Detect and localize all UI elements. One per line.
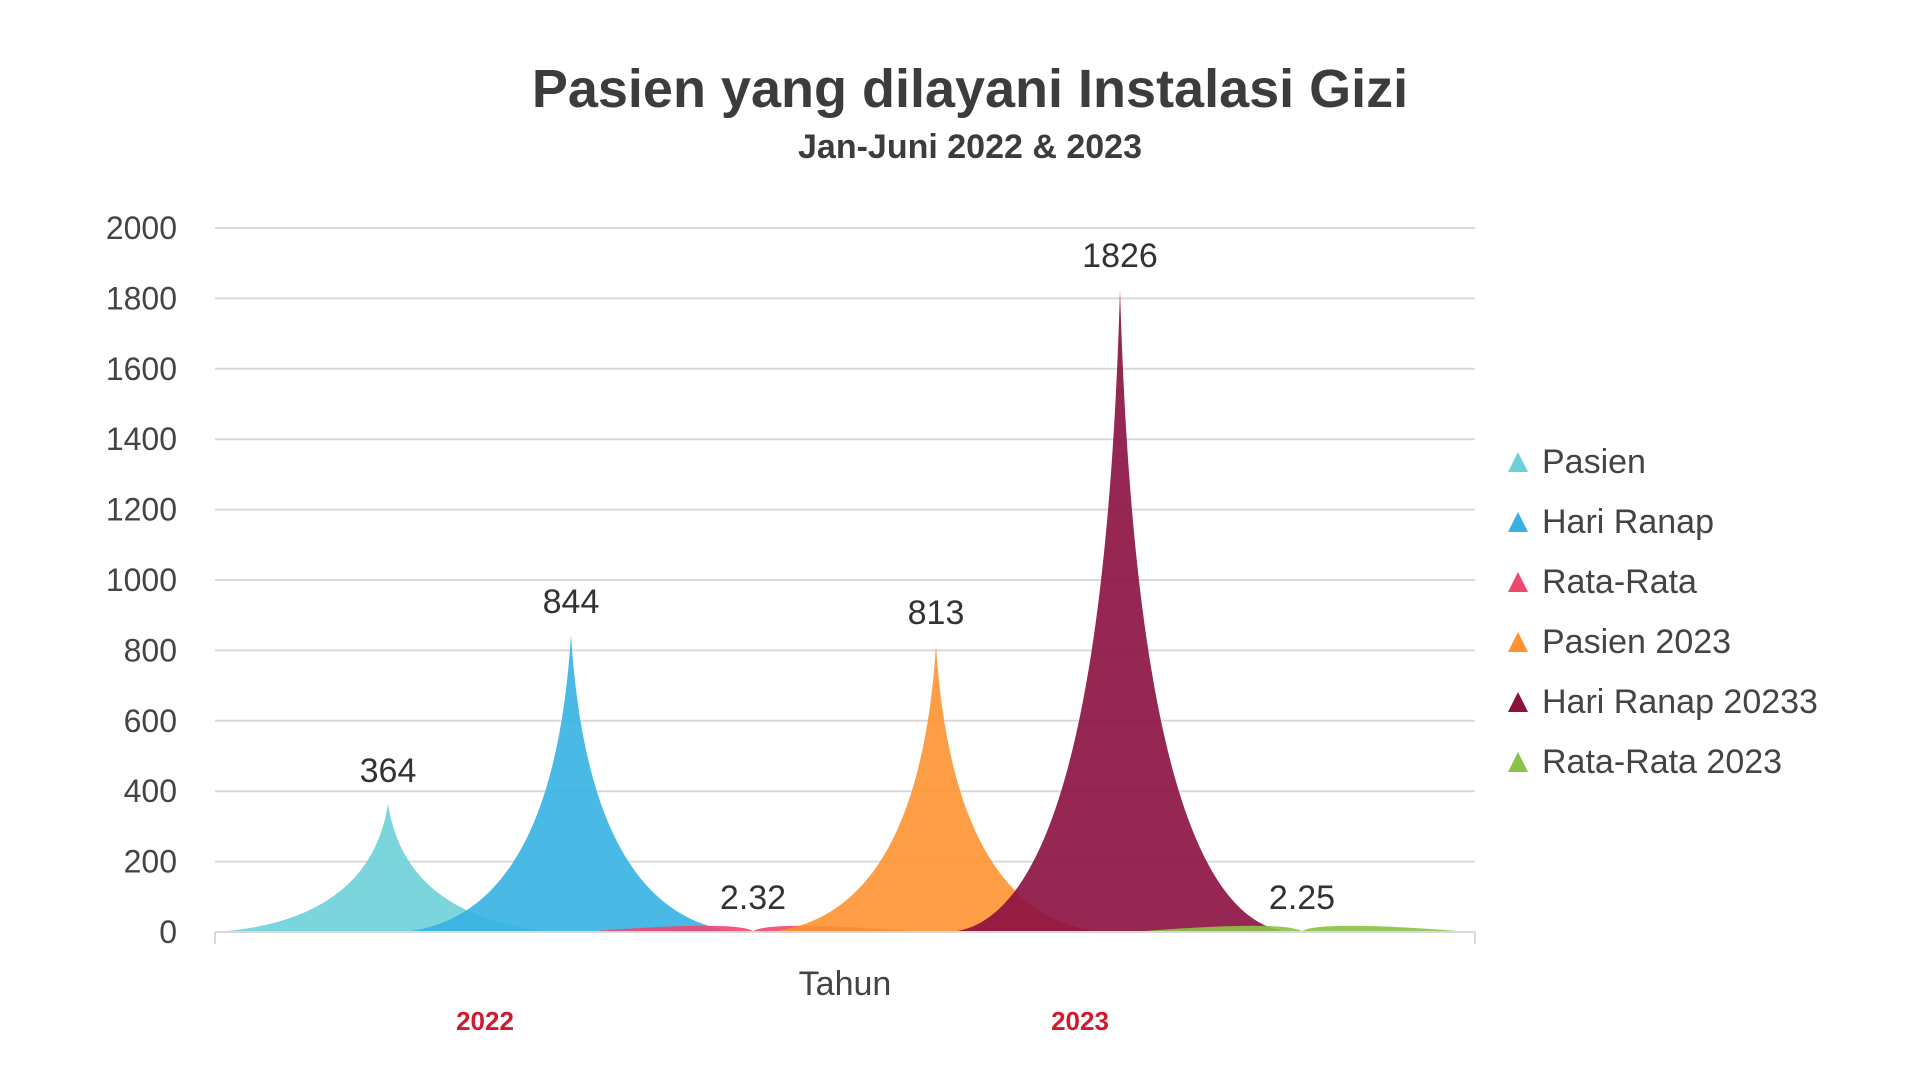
y-tick-label: 600 [124, 703, 177, 739]
y-tick-label: 2000 [106, 210, 177, 246]
category-label: 2023 [1051, 1006, 1109, 1036]
legend: Pasien Hari Ranap Rata-Rata Pasien 2023 Hari… [1508, 432, 1818, 792]
data-label: 2.25 [1269, 879, 1335, 917]
y-tick-label: 0 [159, 914, 177, 950]
y-tick-label: 400 [124, 773, 177, 809]
y-tick-label: 1200 [106, 492, 177, 528]
x-axis-title: Tahun [799, 965, 892, 1003]
data-label: 813 [908, 594, 965, 632]
category-label: 2022 [456, 1006, 514, 1036]
chart-title: Pasien yang dilayani Instalasi Gizi [531, 59, 1409, 119]
y-tick-label: 1800 [106, 280, 177, 316]
legend-item: Pasien [1508, 432, 1818, 492]
legend-item: Hari Ranap 20233 [1508, 672, 1818, 732]
y-tick-label: 1000 [106, 562, 177, 598]
legend-triangle-icon [1508, 752, 1528, 772]
data-label: 364 [360, 752, 417, 790]
chart-subtitle: Jan-Juni 2022 & 2023 [798, 128, 1142, 166]
data-label: 844 [543, 583, 600, 621]
legend-label: Hari Ranap 20233 [1542, 682, 1818, 721]
legend-triangle-icon [1508, 572, 1528, 592]
legend-item: Rata-Rata [1508, 552, 1818, 612]
legend-item: Hari Ranap [1508, 492, 1818, 552]
legend-triangle-icon [1508, 512, 1528, 532]
y-tick-label: 800 [124, 632, 177, 668]
legend-triangle-icon [1508, 452, 1528, 472]
area-peak-pasien [218, 803, 558, 932]
data-label: 1826 [1082, 237, 1158, 275]
legend-label: Rata-Rata [1542, 562, 1697, 601]
legend-label: Pasien [1542, 442, 1646, 481]
area-peak-hari-ranap-20233 [950, 289, 1290, 932]
legend-item: Rata-Rata 2023 [1508, 732, 1818, 792]
area-peak-hari-ranap [401, 634, 741, 932]
data-label: 2.32 [720, 879, 786, 917]
legend-triangle-icon [1508, 632, 1528, 652]
legend-item: Pasien 2023 [1508, 612, 1818, 672]
legend-label: Pasien 2023 [1542, 622, 1732, 661]
y-tick-label: 1600 [106, 351, 177, 387]
legend-label: Rata-Rata 2023 [1542, 742, 1783, 781]
legend-label: Hari Ranap [1542, 502, 1714, 541]
y-tick-label: 200 [124, 844, 177, 880]
area-peak-rata-rata-2023 [1132, 925, 1472, 932]
y-tick-label: 1400 [106, 421, 177, 457]
legend-triangle-icon [1508, 692, 1528, 712]
area-peak-pasien-2023 [766, 645, 1106, 932]
